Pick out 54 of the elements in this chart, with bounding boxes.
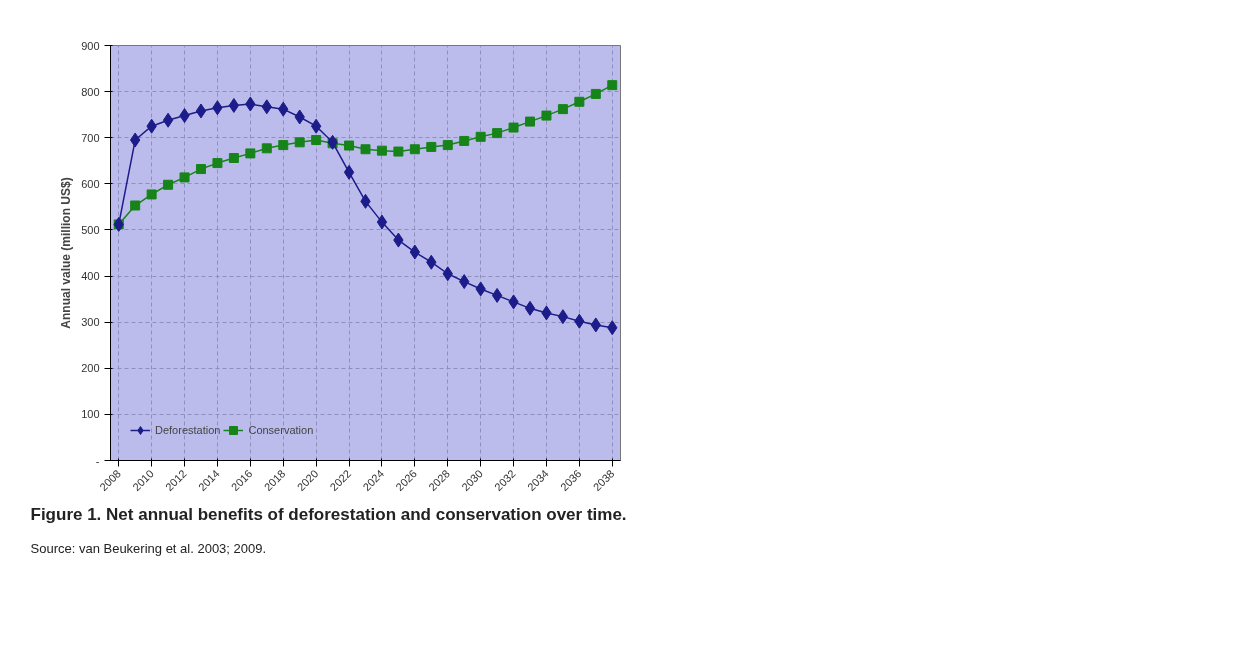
point (278, 140, 289, 151)
point (607, 80, 618, 91)
y-tick-label: 700 (81, 131, 100, 144)
y-tick-label: 400 (81, 270, 100, 283)
point (409, 244, 421, 260)
y-tick-label: 900 (81, 39, 100, 52)
point (541, 110, 552, 121)
point (163, 179, 174, 190)
legend-label: Deforestation (155, 424, 221, 436)
legend-label: Conservation (248, 424, 314, 436)
point (557, 309, 569, 325)
point (557, 104, 568, 115)
point (195, 103, 207, 119)
point (574, 96, 585, 107)
point (228, 97, 240, 113)
point (442, 140, 453, 151)
point (310, 118, 322, 134)
point (130, 200, 141, 211)
point (344, 140, 355, 151)
point (459, 135, 470, 146)
point (492, 128, 503, 139)
point (409, 144, 420, 155)
point (162, 112, 174, 128)
y-tick-label: 300 (81, 316, 100, 329)
point (212, 158, 223, 169)
point (525, 116, 536, 127)
point (376, 145, 387, 156)
point (179, 172, 190, 183)
point (245, 148, 256, 159)
y-tick-label: 800 (81, 85, 100, 98)
point (508, 122, 519, 133)
y-axis-title: Annual value (million US$) (59, 177, 74, 329)
point (195, 164, 206, 175)
y-tick-label: 100 (81, 408, 100, 421)
point (376, 214, 388, 230)
point (146, 189, 157, 200)
point (393, 146, 404, 157)
point (261, 143, 272, 154)
point (491, 287, 503, 303)
source-note: Source: van Beukering et al. 2003; 2009. (30, 540, 267, 556)
point (426, 141, 437, 152)
point (475, 131, 486, 142)
y-tick-label: 200 (81, 362, 100, 375)
point (524, 300, 536, 316)
y-tick-label: 600 (81, 177, 100, 190)
point (590, 88, 601, 99)
point (311, 135, 322, 146)
point (343, 164, 355, 180)
text: Figure 1. Net annual benefits of deforestation and conservation over time. (30, 504, 627, 524)
y-tick-label: - (95, 454, 100, 467)
y-tick-label: 500 (81, 223, 100, 236)
point (228, 153, 239, 164)
point (294, 137, 305, 148)
point (360, 144, 371, 155)
